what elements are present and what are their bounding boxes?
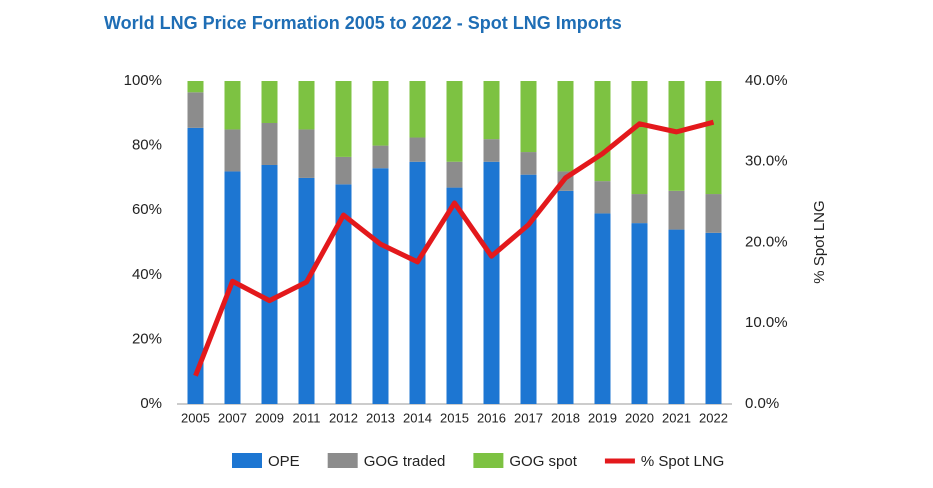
legend-label: GOG traded	[364, 453, 446, 470]
bar-segment	[298, 81, 315, 130]
bar-segment	[224, 129, 241, 172]
bar-segment	[372, 145, 389, 169]
x-tick-label: 2020	[625, 410, 654, 425]
bar-segment	[446, 81, 463, 162]
bar-segment	[705, 194, 722, 233]
bar-segment	[594, 213, 611, 404]
x-tick-label: 2015	[440, 410, 469, 425]
bar-segment	[372, 168, 389, 404]
y2-tick-label: 30.0%	[745, 153, 788, 170]
y-tick-label: 100%	[124, 72, 162, 89]
bar-segment	[335, 184, 352, 404]
bar-segment	[298, 129, 315, 178]
bar-segment	[483, 161, 500, 404]
x-tick-label: 2014	[403, 410, 432, 425]
bar-segment	[372, 81, 389, 146]
legend-label: GOG spot	[509, 453, 577, 470]
y2-tick-label: 40.0%	[745, 72, 788, 89]
x-tick-label: 2011	[293, 410, 321, 425]
legend-swatch	[473, 453, 504, 468]
bar-segment	[520, 81, 537, 153]
x-tick-label: 2005	[181, 410, 210, 425]
bar-segment	[631, 194, 648, 224]
line-series	[193, 119, 715, 377]
bar-segment	[298, 177, 315, 404]
x-tick-label: 2021	[662, 410, 691, 425]
y-tick-label: 60%	[132, 201, 162, 218]
bar-segment	[557, 190, 574, 404]
y2-tick-label: 10.0%	[745, 314, 788, 331]
bar-segment	[409, 161, 426, 404]
y-tick-label: 40%	[132, 266, 162, 283]
chart-title: World LNG Price Formation 2005 to 2022 -…	[104, 13, 622, 33]
legend-swatch	[232, 453, 262, 468]
legend-label: OPE	[268, 453, 300, 470]
bar-segment	[483, 139, 500, 162]
bar-segment	[668, 190, 685, 230]
bar-segment	[224, 81, 241, 130]
x-tick-label: 2009	[255, 410, 284, 425]
x-tick-label: 2022	[699, 410, 728, 425]
x-tick-label: 2012	[329, 410, 358, 425]
x-tick-label: 2007	[218, 410, 247, 425]
x-tick-label: 2018	[551, 410, 580, 425]
y2-tick-label: 0.0%	[745, 395, 779, 412]
x-tick-label: 2017	[514, 410, 543, 425]
bar-segment	[557, 81, 574, 172]
bar-segment	[335, 81, 352, 157]
bar-segment	[409, 81, 426, 138]
bar-segment	[446, 161, 463, 188]
bar-segment	[668, 81, 685, 191]
bar-segment	[520, 174, 537, 404]
bar-segment	[446, 187, 463, 404]
y2-tick-label: 20.0%	[745, 233, 788, 250]
legend-swatch	[327, 453, 358, 468]
bar-segment	[261, 122, 278, 165]
bar-segment	[705, 232, 722, 404]
y2-axis-title: % Spot LNG	[811, 200, 828, 283]
bar-segment	[705, 81, 722, 195]
bar-segment	[409, 137, 426, 162]
bar-segment	[594, 181, 611, 214]
bar-segment	[187, 92, 204, 128]
legend-label: % Spot LNG	[641, 453, 724, 470]
bar-segment	[187, 81, 204, 93]
y-tick-label: 80%	[132, 137, 162, 154]
bar-segment	[631, 81, 648, 195]
bar-segment	[335, 156, 352, 185]
bar-segment	[631, 223, 648, 404]
bar-segment	[261, 81, 278, 123]
bar-segment	[187, 127, 204, 405]
bar-segment	[261, 164, 278, 404]
bar-segment	[520, 152, 537, 175]
x-tick-label: 2013	[366, 410, 395, 425]
y-tick-label: 20%	[132, 330, 162, 347]
y-tick-label: 0%	[140, 395, 162, 412]
bar-segment	[594, 81, 611, 182]
bar-segment	[668, 229, 685, 404]
x-tick-label: 2016	[477, 410, 506, 425]
bar-segment	[483, 81, 500, 140]
x-tick-label: 2019	[588, 410, 617, 425]
